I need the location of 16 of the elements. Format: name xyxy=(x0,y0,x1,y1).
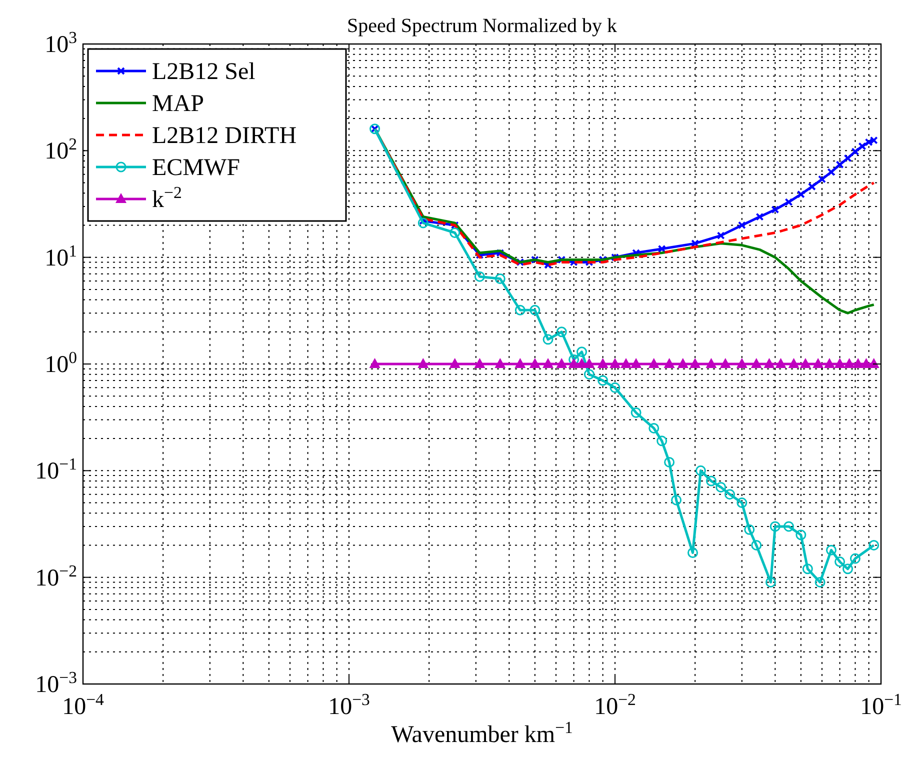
legend-label: k$^{−2}$ xyxy=(152,182,182,213)
x-tick-label: 10$^{−1}$ xyxy=(860,690,902,720)
y-tick-label: 10$^{−1}$ xyxy=(35,454,77,485)
y-tick-label: 10$^{2}$ xyxy=(44,134,77,165)
y-tick-label: 10$^{1}$ xyxy=(44,240,77,272)
legend-label: L2B12 Sel xyxy=(152,59,256,85)
legend-label: L2B12 DIRTH xyxy=(152,123,297,149)
legend-label: MAP xyxy=(152,91,204,117)
y-tick-label: 10$^{3}$ xyxy=(44,28,77,58)
legend-label: ECMWF xyxy=(152,155,240,181)
x-tick-label: 10$^{−3}$ xyxy=(328,690,370,720)
y-tick-label: 10$^{−2}$ xyxy=(35,560,77,592)
x-tick-label: 10$^{−2}$ xyxy=(594,690,636,720)
x-axis-title: Wavenumber km$^{−1}$ xyxy=(391,718,573,748)
chart-title: Speed Spectrum Normalized by k xyxy=(347,15,617,37)
y-tick-label: 10$^{0}$ xyxy=(44,348,77,378)
